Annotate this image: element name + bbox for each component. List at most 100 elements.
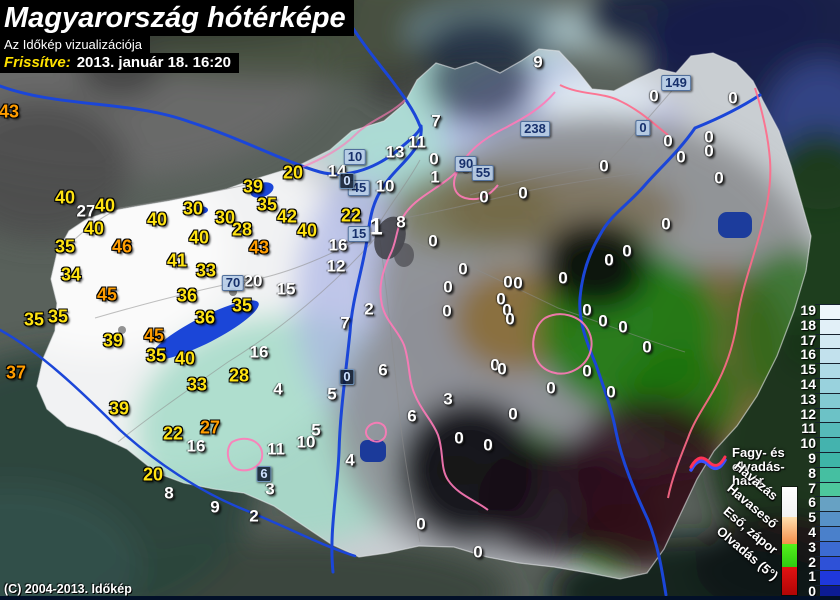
station-report-box: 10 xyxy=(343,149,367,165)
snow-depth-value: 39 xyxy=(102,330,124,351)
snow-depth-value: 0 xyxy=(497,359,507,379)
snow-depth-value: 5 xyxy=(327,384,337,404)
scale-tick-label: 16 xyxy=(800,346,816,363)
snow-depth-value: 0 xyxy=(649,86,659,106)
snow-depth-value: 16 xyxy=(328,235,348,255)
scale-tick-label: 0 xyxy=(808,583,816,600)
snow-depth-value: 7 xyxy=(340,313,350,333)
snow-depth-value: 3 xyxy=(265,479,275,499)
snow-depth-value: 0 xyxy=(618,317,628,337)
snow-depth-value: 0 xyxy=(479,187,489,207)
snow-depth-value: 1 xyxy=(369,213,383,241)
snow-depth-value: 40 xyxy=(188,227,210,248)
snow-depth-value: 28 xyxy=(228,365,250,386)
scale-tick-row: 12 xyxy=(788,406,840,423)
station-report-box: 0 xyxy=(339,173,355,189)
snow-depth-value: 33 xyxy=(186,374,208,395)
legend-segment xyxy=(782,567,797,595)
snow-depth-value: 0 xyxy=(663,131,673,151)
scale-color-swatch xyxy=(815,481,840,497)
snow-depth-value: 3 xyxy=(443,389,453,409)
scale-color-swatch xyxy=(815,392,840,408)
snow-depth-value: 0 xyxy=(429,149,439,169)
scale-color-swatch xyxy=(815,437,840,453)
roads xyxy=(61,85,686,543)
snow-depth-value: 45 xyxy=(143,325,165,346)
snow-depth-value: 20 xyxy=(142,464,164,485)
station-report-box: 0 xyxy=(635,120,651,136)
scale-tick-row: 3 xyxy=(788,538,840,556)
scale-color-swatch xyxy=(815,555,840,571)
scale-tick-label: 13 xyxy=(800,390,816,407)
scale-tick-label: 6 xyxy=(808,494,816,511)
copyright: (C) 2004-2013. Időkép xyxy=(4,582,132,596)
scale-tick-row: 8 xyxy=(788,465,840,482)
snow-depth-value: 0 xyxy=(428,231,438,251)
snow-depth-value: 0 xyxy=(582,361,592,381)
snow-depth-value: 9 xyxy=(533,52,543,72)
scale-tick-row: 18 xyxy=(788,317,840,334)
snow-depth-value: 13 xyxy=(385,142,405,162)
scale-tick-label: 4 xyxy=(808,524,816,540)
updated-timestamp: 2013. január 18. 16:20 xyxy=(76,54,231,71)
snow-depth-value: 0 xyxy=(714,168,724,188)
snow-depth-value: 43 xyxy=(248,237,270,258)
scale-color-swatch xyxy=(815,318,840,334)
snow-depth-value: 15 xyxy=(276,279,296,299)
snow-depth-value: 39 xyxy=(242,176,264,197)
scale-tick-row: 15 xyxy=(788,361,840,379)
snow-depth-value: 35 xyxy=(54,236,76,257)
frost-boundary-line3: határ xyxy=(732,473,764,488)
scale-color-swatch xyxy=(815,407,840,423)
snow-depth-value: 0 xyxy=(582,300,592,320)
snow-depth-value: 0 xyxy=(704,141,714,161)
snow-depth-value: 0 xyxy=(598,311,608,331)
scale-tick-row: 9 xyxy=(788,451,840,467)
snow-depth-value: 12 xyxy=(326,256,346,276)
snow-depth-value: 0 xyxy=(454,428,464,448)
scale-tick-label: 14 xyxy=(800,376,816,392)
snow-depth-value: 0 xyxy=(728,88,738,108)
bottom-edge xyxy=(0,596,840,600)
snow-depth-value: 0 xyxy=(622,241,632,261)
scale-tick-label: 7 xyxy=(808,479,816,496)
scale-tick-row: 4 xyxy=(788,524,840,541)
scale-tick-label: 3 xyxy=(808,538,816,555)
snow-depth-value: 11 xyxy=(408,132,426,152)
snow-depth-value: 0 xyxy=(503,272,513,292)
snow-depth-value: 37 xyxy=(5,362,27,383)
snow-depth-value: 28 xyxy=(231,219,253,240)
snow-depth-value: 0 xyxy=(661,214,671,234)
frost-boundary-icon xyxy=(689,455,727,472)
snow-depth-value: 16 xyxy=(186,436,206,456)
station-report-box: 238 xyxy=(520,121,550,137)
legend-segment xyxy=(782,487,797,517)
scale-color-swatch xyxy=(815,304,840,319)
snow-depth-value: 5 xyxy=(311,420,321,440)
snow-depth-value: 42 xyxy=(276,206,298,227)
scale-tick-row: 14 xyxy=(788,376,840,393)
precipitation-type-bar xyxy=(782,487,797,595)
scale-tick-label: 15 xyxy=(800,361,816,378)
snow-depth-value: 0 xyxy=(442,301,452,321)
scale-color-swatch xyxy=(815,452,840,467)
snow-depth-value: 36 xyxy=(194,307,216,328)
station-report-box: 55 xyxy=(471,165,495,181)
snow-depth-value: 8 xyxy=(164,483,174,503)
scale-tick-row: 7 xyxy=(788,479,840,497)
scale-color-swatch xyxy=(815,333,840,349)
legend: Fagy- és olvadás- határ Havazás Havaseső E… xyxy=(680,438,840,600)
scale-color-swatch xyxy=(815,422,840,438)
snow-depth-value: 40 xyxy=(174,348,196,369)
snow-depth-value: 40 xyxy=(54,187,76,208)
page-subtitle: Az Időkép vizualizációja xyxy=(0,36,151,53)
snow-depth-value: 1 xyxy=(430,167,440,187)
snow-depth-value: 46 xyxy=(111,236,133,257)
scale-tick-row: 17 xyxy=(788,332,840,349)
station-report-box: 90 xyxy=(454,156,478,172)
snow-depth-value: 0 xyxy=(704,127,714,147)
snow-depth-value: 30 xyxy=(182,198,204,219)
snow-depth-value: 8 xyxy=(396,212,406,232)
